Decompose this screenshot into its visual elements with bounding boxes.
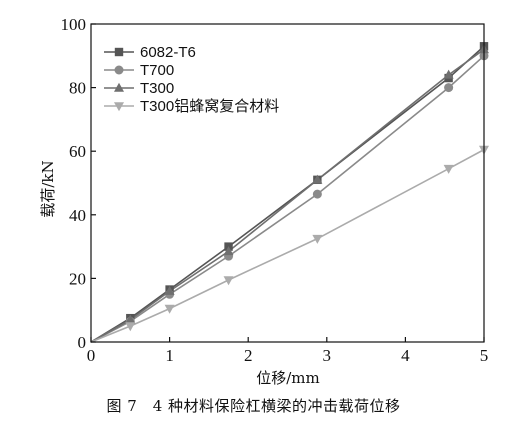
legend-marker: [114, 102, 124, 112]
data-point: [444, 83, 454, 93]
x-tick-label: 0: [87, 346, 96, 365]
x-tick-label: 3: [323, 346, 332, 365]
data-point: [312, 189, 322, 199]
legend-label: 6082-T6: [140, 44, 196, 61]
x-tick-label: 4: [401, 346, 410, 365]
y-axis-title: 载荷/kN: [39, 160, 57, 217]
plot-frame: [90, 23, 485, 343]
legend-marker: [114, 47, 124, 57]
legend-marker: [114, 65, 124, 75]
y-tick-label: 80: [69, 79, 86, 98]
data-point: [223, 276, 234, 286]
x-tick-label: 2: [244, 346, 253, 365]
plot-markers: [125, 42, 489, 332]
legend-label: T300: [140, 80, 174, 97]
axes: [90, 23, 485, 343]
legend-label: T700: [140, 62, 174, 79]
data-point: [312, 174, 323, 184]
figure-caption: 图 7 4 种材料保险杠横梁的冲击载荷位移: [106, 397, 401, 415]
legend-label: T300铝蜂窝复合材料: [140, 97, 279, 115]
data-point: [223, 246, 234, 256]
y-tick-label: 20: [69, 269, 86, 288]
data-point: [164, 285, 175, 295]
y-tick-label: 40: [69, 206, 86, 225]
legend-marker: [114, 82, 124, 92]
series-line: [90, 148, 485, 343]
data-point: [443, 69, 454, 79]
y-tick-label: 0: [78, 333, 87, 352]
load-displacement-chart: 0 1 2 3 4 5 0 20 40 60 80 100 6082-T6T700T300T300铝蜂…: [39, 15, 489, 387]
data-point: [312, 234, 323, 244]
x-tick-label: 5: [480, 346, 489, 365]
data-point: [125, 322, 136, 332]
y-tick-label: 100: [61, 15, 87, 34]
y-tick-label: 60: [69, 142, 86, 161]
x-tick-label: 1: [165, 346, 174, 365]
data-point: [443, 164, 454, 174]
data-point: [125, 314, 136, 324]
ticks: 0 1 2 3 4 5 0 20 40 60 80 100: [61, 15, 489, 365]
data-point: [164, 304, 175, 314]
x-axis-title: 位移/mm: [256, 369, 320, 387]
